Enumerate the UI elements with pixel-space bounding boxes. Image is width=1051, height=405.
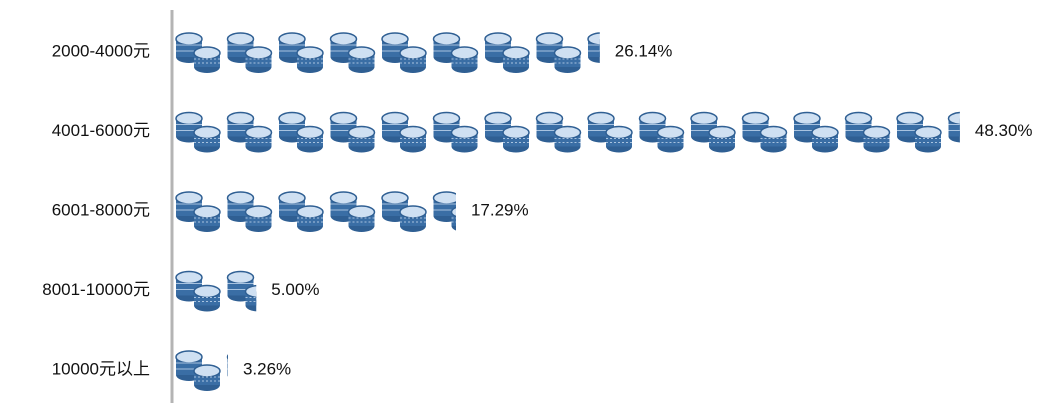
bars-layer — [175, 32, 960, 392]
coin-stack-icon — [844, 111, 891, 154]
bar-2 — [175, 111, 960, 154]
value-label: 48.30% — [975, 121, 1033, 140]
value-label: 17.29% — [471, 201, 529, 220]
coin-stack-icon — [793, 111, 839, 154]
category-label: 8001-10000元 — [42, 280, 150, 299]
coin-stack-icon — [175, 191, 221, 233]
coin-stack-icon — [381, 111, 427, 154]
coin-stack-icon — [226, 270, 257, 313]
coin-stack-icon — [329, 32, 376, 74]
category-label: 4001-6000元 — [52, 121, 150, 140]
value-label: 3.26% — [243, 360, 291, 379]
coin-stack-icon — [175, 32, 221, 74]
category-label: 6001-8000元 — [52, 201, 150, 220]
category-label: 10000元以上 — [52, 360, 150, 379]
coin-stack-icon — [381, 191, 427, 233]
coin-stack-icon — [226, 191, 273, 233]
coin-stack-icon — [175, 111, 221, 154]
coin-stack-icon — [226, 111, 273, 154]
coin-stack-icon — [587, 111, 633, 154]
coin-stack-icon — [329, 111, 376, 154]
coin-stack-icon — [381, 32, 427, 74]
coin-stack-icon — [432, 111, 479, 154]
coin-stack-icon — [329, 191, 376, 233]
coin-stack-icon — [690, 111, 736, 154]
coin-stack-icon — [741, 111, 788, 154]
category-label: 2000-4000元 — [52, 42, 150, 61]
coin-stack-icon — [432, 32, 479, 74]
coin-stack-icon — [226, 32, 273, 74]
bar-4 — [175, 270, 257, 313]
labels-layer: 2000-4000元 26.14% 4001-6000元 48.30% 6001-800… — [42, 42, 1032, 379]
coin-stack-icon — [896, 111, 942, 154]
coin-stack-icon — [484, 111, 530, 154]
coin-stack-icon — [278, 191, 324, 233]
coin-stack-icon — [175, 350, 221, 392]
coin-stack-icon — [638, 111, 685, 154]
value-label: 5.00% — [271, 280, 319, 299]
bar-3 — [175, 191, 456, 233]
coin-stack-icon — [278, 32, 324, 74]
coin-stack-icon — [535, 32, 582, 74]
coin-stack-icon — [484, 32, 530, 74]
coin-stack-icon — [278, 111, 324, 154]
coin-stack-icon — [535, 111, 582, 154]
coin-stack-icon — [175, 270, 221, 313]
bar-1 — [175, 32, 600, 74]
value-label: 26.14% — [615, 42, 673, 61]
